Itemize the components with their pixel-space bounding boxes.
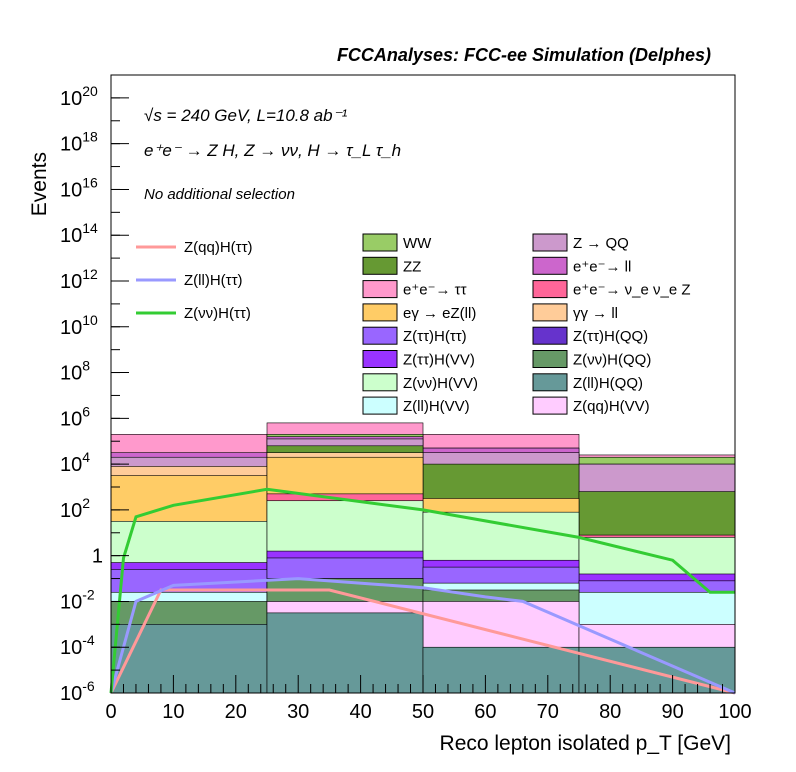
overlay-line-layer [109,487,736,695]
legend-swatch [532,373,568,392]
legend-label: e⁺e⁻→ ττ [403,282,467,299]
x-tick-label: 90 [661,701,683,723]
legend-label: WW [403,235,432,252]
legend-label: Z(νν)H(VV) [403,375,478,392]
legend-swatch [532,303,568,322]
y-tick-label: 1014 [60,220,98,247]
x-tick-label: 80 [599,701,621,723]
legend-swatch [532,350,568,368]
overlay-line-0 [109,588,736,695]
legend-swatch [532,233,568,252]
x-tick-label: 50 [412,701,434,723]
legend-label: Z(ττ)H(VV) [403,352,475,369]
legend-label: Z(ττ)H(QQ) [573,328,648,345]
legend-swatch [532,326,568,345]
legend-label: eγ → eZ(ll) [403,305,476,322]
y-axis: 10-6 10-4 10-2 1 102 104 106 108 1010 1012 1014 101… [60,83,129,705]
y-tick-label: 1012 [60,266,98,293]
legend-swatch [532,256,568,275]
y-tick-label: 10-6 [60,678,95,705]
y-tick-label: 1016 [60,174,98,201]
legend-swatch [362,350,398,368]
y-axis-label: Events [28,152,51,216]
stack-bar [110,624,268,694]
stack-bar [266,612,424,694]
legend-swatch [362,233,398,252]
legend-label: Z(νν)H(QQ) [573,352,651,369]
legend-label: e⁺e⁻→ ll [573,258,631,275]
legend-swatch [532,280,568,299]
x-tick-label: 10 [162,701,184,723]
y-tick-label: 1020 [60,83,98,110]
y-tick-label: 1010 [60,312,98,339]
x-axis-label: Reco lepton isolated p_T [GeV] [440,732,731,755]
legend-label: e⁺e⁻→ ν_e ν_e Z [573,282,691,299]
process-annotation: e⁺e⁻ → Z H, Z → νν, H → τ_L τ_h [144,141,401,160]
x-tick-label: 30 [287,701,309,723]
legend-label: ZZ [403,258,421,275]
legend: Z(qq)H(ττ) Z(ll)H(ττ) Z(νν)H(ττ) WW Z → QQ ZZ… [136,233,691,415]
legend-label: Z(ll)H(VV) [403,398,470,415]
legend-label: Z(νν)H(ττ) [184,305,251,322]
y-tick-label: 102 [60,495,90,522]
legend-label: Z(ll)H(ττ) [184,272,243,289]
x-tick-label: 0 [105,701,116,723]
chart-title: FCCAnalyses: FCC-ee Simulation (Delphes) [337,45,711,65]
legend-swatch [362,303,398,322]
x-tick-label: 100 [718,701,751,723]
y-tick-label: 1018 [60,129,98,156]
legend-label: Z(qq)H(VV) [573,398,650,415]
legend-swatch [362,373,398,392]
y-tick-label: 10-2 [60,586,95,613]
selection-annotation: No additional selection [144,186,295,203]
x-axis: 0 10 20 30 40 50 60 70 80 90 100 [105,675,752,723]
x-tick-label: 20 [225,701,247,723]
y-tick-label: 108 [60,358,90,385]
legend-label: Z → QQ [573,235,629,252]
legend-label: Z(ll)H(QQ) [573,375,643,392]
stack-bar [422,646,580,694]
y-tick-label: 10-4 [60,632,95,659]
legend-swatch [362,280,398,299]
x-tick-label: 60 [474,701,496,723]
legend-swatch [362,396,398,415]
x-tick-label: 70 [537,701,559,723]
y-tick-label: 1 [92,546,103,568]
legend-swatch [362,256,398,275]
y-tick-label: 106 [60,403,90,430]
legend-label: Z(qq)H(ττ) [184,239,253,256]
overlay-line-1 [109,577,736,695]
overlay-line-2 [109,487,735,694]
stack-series-15 [110,612,736,694]
x-tick-label: 40 [349,701,371,723]
stack-area-layer [110,422,736,694]
legend-swatch [532,396,568,415]
y-tick-label: 104 [60,449,90,476]
legend-swatch [362,326,398,345]
energy-luminosity-annotation: √s = 240 GeV, L=10.8 ab⁻¹ [144,106,348,125]
legend-label: Z(ττ)H(ττ) [403,328,467,345]
legend-label: γγ → ll [573,305,618,322]
